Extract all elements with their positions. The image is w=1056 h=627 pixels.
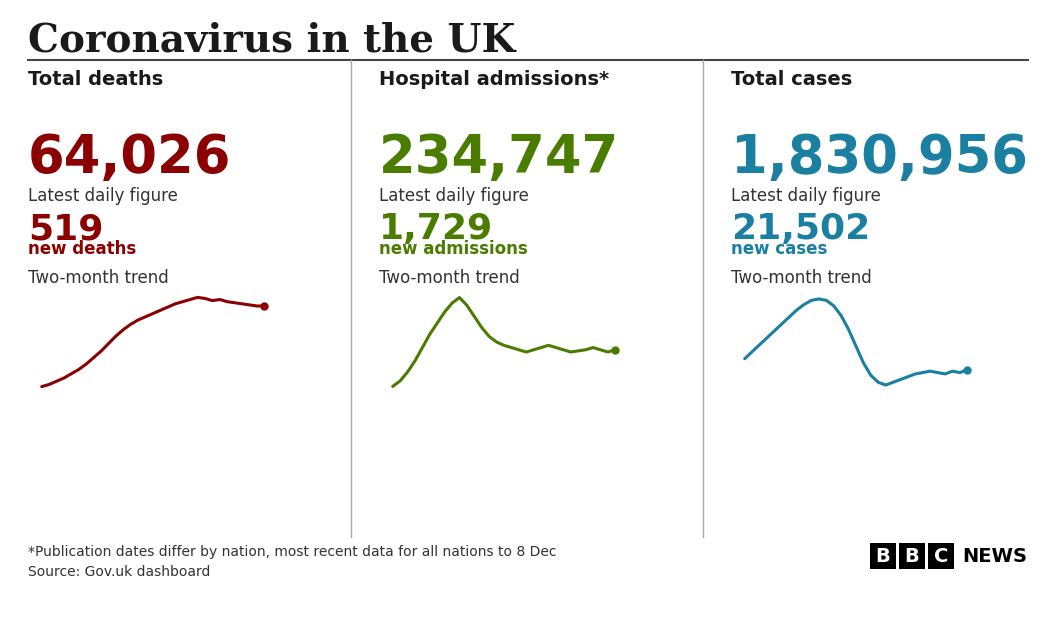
Text: Hospital admissions*: Hospital admissions* xyxy=(379,70,609,89)
Text: Latest daily figure: Latest daily figure xyxy=(379,187,529,205)
Text: Coronavirus in the UK: Coronavirus in the UK xyxy=(29,22,515,60)
Text: 21,502: 21,502 xyxy=(731,212,870,246)
Text: NEWS: NEWS xyxy=(962,547,1027,566)
Text: 519: 519 xyxy=(29,212,103,246)
Text: 1,830,956: 1,830,956 xyxy=(731,132,1027,184)
Text: Two-month trend: Two-month trend xyxy=(29,269,169,287)
FancyBboxPatch shape xyxy=(870,543,895,569)
Text: 1,729: 1,729 xyxy=(379,212,493,246)
Text: Two-month trend: Two-month trend xyxy=(731,269,872,287)
Text: *Publication dates differ by nation, most recent data for all nations to 8 Dec: *Publication dates differ by nation, mos… xyxy=(29,545,557,559)
Text: 234,747: 234,747 xyxy=(379,132,619,184)
FancyBboxPatch shape xyxy=(899,543,925,569)
Text: C: C xyxy=(934,547,948,566)
FancyBboxPatch shape xyxy=(928,543,954,569)
Text: new deaths: new deaths xyxy=(29,240,136,258)
Text: B: B xyxy=(905,547,920,566)
Text: Latest daily figure: Latest daily figure xyxy=(29,187,177,205)
Text: Latest daily figure: Latest daily figure xyxy=(731,187,881,205)
Text: Source: Gov.uk dashboard: Source: Gov.uk dashboard xyxy=(29,565,210,579)
Text: new cases: new cases xyxy=(731,240,827,258)
Text: Total cases: Total cases xyxy=(731,70,852,89)
Text: 64,026: 64,026 xyxy=(29,132,231,184)
Text: new admissions: new admissions xyxy=(379,240,528,258)
Text: Two-month trend: Two-month trend xyxy=(379,269,520,287)
Text: Total deaths: Total deaths xyxy=(29,70,164,89)
Text: B: B xyxy=(875,547,890,566)
